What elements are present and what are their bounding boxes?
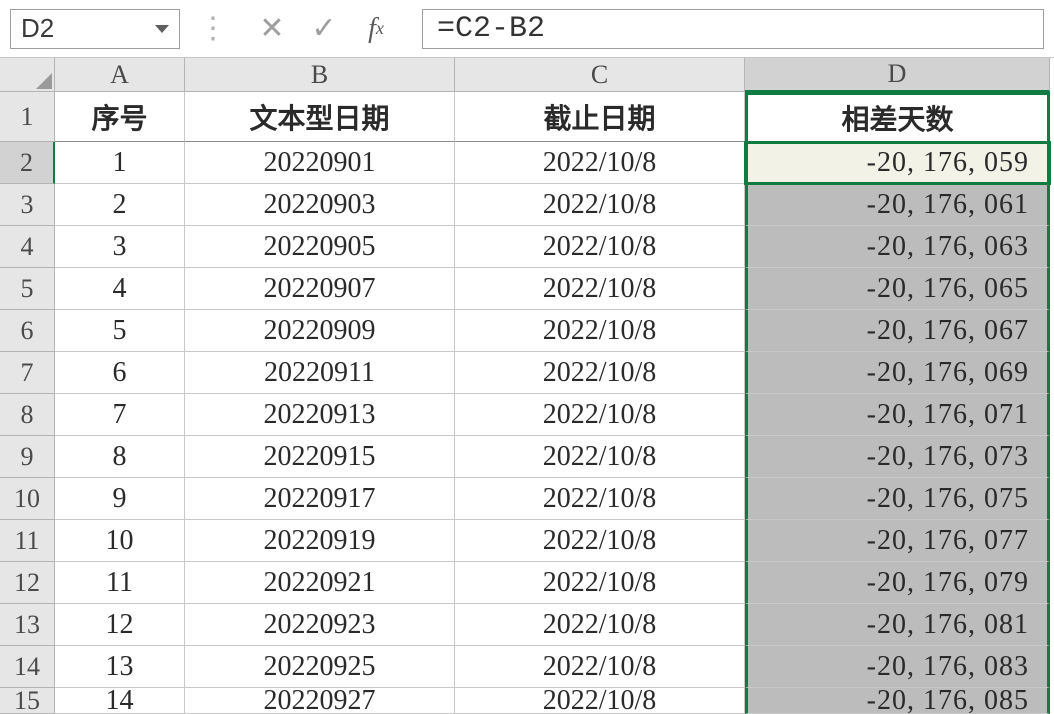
cell-B2[interactable]: 20220901: [185, 142, 455, 184]
cell-C5[interactable]: 2022/10/8: [455, 268, 745, 310]
cell-A8[interactable]: 7: [55, 394, 185, 436]
cell-C10[interactable]: 2022/10/8: [455, 478, 745, 520]
name-box-dropdown-icon[interactable]: [155, 25, 169, 33]
cell-C2[interactable]: 2022/10/8: [455, 142, 745, 184]
cell-A6[interactable]: 5: [55, 310, 185, 352]
cell-D15[interactable]: -20, 176, 085: [745, 688, 1050, 714]
row-header-7[interactable]: 7: [0, 352, 55, 394]
cell-B14[interactable]: 20220925: [185, 646, 455, 688]
row-header-4[interactable]: 4: [0, 226, 55, 268]
row-header-10[interactable]: 10: [0, 478, 55, 520]
separator-icon: ⋮: [198, 14, 228, 44]
cell-D10[interactable]: -20, 176, 075: [745, 478, 1050, 520]
cell-A13[interactable]: 12: [55, 604, 185, 646]
row-header-1[interactable]: 1: [0, 92, 55, 142]
cell-B1[interactable]: 文本型日期: [185, 92, 455, 142]
cell-A2[interactable]: 1: [55, 142, 185, 184]
cell-C4[interactable]: 2022/10/8: [455, 226, 745, 268]
row-header-6[interactable]: 6: [0, 310, 55, 352]
column-header-C[interactable]: C: [455, 58, 745, 92]
cell-D13[interactable]: -20, 176, 081: [745, 604, 1050, 646]
column-header-A[interactable]: A: [55, 58, 185, 92]
cell-A4[interactable]: 3: [55, 226, 185, 268]
cell-D1[interactable]: 相差天数: [745, 92, 1050, 142]
cell-A11[interactable]: 10: [55, 520, 185, 562]
row-header-5[interactable]: 5: [0, 268, 55, 310]
cell-C15[interactable]: 2022/10/8: [455, 688, 745, 714]
formula-text: =C2-B2: [437, 12, 545, 46]
cell-C7[interactable]: 2022/10/8: [455, 352, 745, 394]
name-box[interactable]: D2: [10, 9, 180, 49]
cell-B11[interactable]: 20220919: [185, 520, 455, 562]
cell-A1[interactable]: 序号: [55, 92, 185, 142]
row-header-15[interactable]: 15: [0, 688, 55, 714]
cell-B10[interactable]: 20220917: [185, 478, 455, 520]
cell-C12[interactable]: 2022/10/8: [455, 562, 745, 604]
cell-D14[interactable]: -20, 176, 083: [745, 646, 1050, 688]
cell-A10[interactable]: 9: [55, 478, 185, 520]
cell-C13[interactable]: 2022/10/8: [455, 604, 745, 646]
cell-B5[interactable]: 20220907: [185, 268, 455, 310]
row-header-13[interactable]: 13: [0, 604, 55, 646]
column-header-B[interactable]: B: [185, 58, 455, 92]
cell-B15[interactable]: 20220927: [185, 688, 455, 714]
cell-D2[interactable]: -20, 176, 059: [745, 142, 1050, 184]
row-header-14[interactable]: 14: [0, 646, 55, 688]
row-header-9[interactable]: 9: [0, 436, 55, 478]
cell-B8[interactable]: 20220913: [185, 394, 455, 436]
row-header-8[interactable]: 8: [0, 394, 55, 436]
cell-C3[interactable]: 2022/10/8: [455, 184, 745, 226]
fx-icon[interactable]: fx: [356, 9, 396, 49]
cell-D12[interactable]: -20, 176, 079: [745, 562, 1050, 604]
cell-A7[interactable]: 6: [55, 352, 185, 394]
cell-D5[interactable]: -20, 176, 065: [745, 268, 1050, 310]
cell-D4[interactable]: -20, 176, 063: [745, 226, 1050, 268]
cell-B12[interactable]: 20220921: [185, 562, 455, 604]
cell-A15[interactable]: 14: [55, 688, 185, 714]
cell-D11[interactable]: -20, 176, 077: [745, 520, 1050, 562]
cell-A12[interactable]: 11: [55, 562, 185, 604]
row-header-12[interactable]: 12: [0, 562, 55, 604]
cell-A3[interactable]: 2: [55, 184, 185, 226]
cell-C14[interactable]: 2022/10/8: [455, 646, 745, 688]
formula-input[interactable]: =C2-B2: [422, 9, 1044, 49]
cell-B7[interactable]: 20220911: [185, 352, 455, 394]
cell-A14[interactable]: 13: [55, 646, 185, 688]
cell-D8[interactable]: -20, 176, 071: [745, 394, 1050, 436]
cell-C11[interactable]: 2022/10/8: [455, 520, 745, 562]
cell-B13[interactable]: 20220923: [185, 604, 455, 646]
cell-D7[interactable]: -20, 176, 069: [745, 352, 1050, 394]
spreadsheet-grid[interactable]: ABCD1序号文本型日期截止日期相差天数21202209012022/10/8-…: [0, 58, 1054, 714]
cell-C1[interactable]: 截止日期: [455, 92, 745, 142]
row-header-2[interactable]: 2: [0, 142, 55, 184]
cell-A5[interactable]: 4: [55, 268, 185, 310]
cell-B4[interactable]: 20220905: [185, 226, 455, 268]
cell-C9[interactable]: 2022/10/8: [455, 436, 745, 478]
name-box-value: D2: [21, 13, 54, 44]
cell-B6[interactable]: 20220909: [185, 310, 455, 352]
cell-A9[interactable]: 8: [55, 436, 185, 478]
cell-B9[interactable]: 20220915: [185, 436, 455, 478]
cell-D3[interactable]: -20, 176, 061: [745, 184, 1050, 226]
cell-D9[interactable]: -20, 176, 073: [745, 436, 1050, 478]
row-header-11[interactable]: 11: [0, 520, 55, 562]
cell-D6[interactable]: -20, 176, 067: [745, 310, 1050, 352]
confirm-icon[interactable]: ✓: [304, 9, 344, 49]
select-all-corner[interactable]: [0, 58, 55, 92]
cell-C8[interactable]: 2022/10/8: [455, 394, 745, 436]
formula-bar: D2 ⋮ ✕ ✓ fx =C2-B2: [0, 0, 1054, 58]
cell-B3[interactable]: 20220903: [185, 184, 455, 226]
cell-C6[interactable]: 2022/10/8: [455, 310, 745, 352]
cancel-icon[interactable]: ✕: [252, 9, 292, 49]
row-header-3[interactable]: 3: [0, 184, 55, 226]
column-header-D[interactable]: D: [745, 58, 1050, 92]
